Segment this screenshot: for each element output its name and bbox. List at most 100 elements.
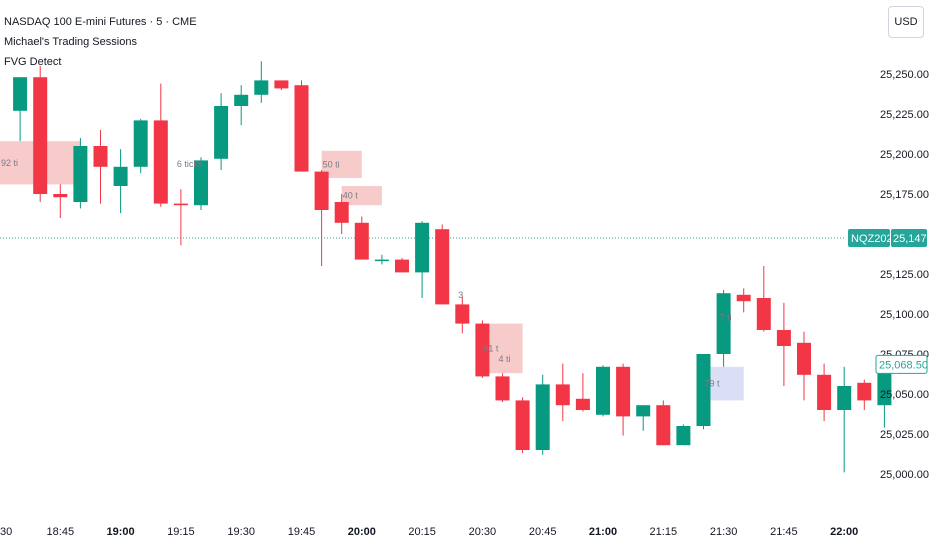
candle[interactable]	[696, 354, 711, 430]
price-tick-label: 25,250.00	[880, 69, 929, 81]
candle[interactable]	[334, 194, 349, 234]
candle[interactable]	[455, 296, 470, 334]
fvg-tick-label: 4 ti	[499, 354, 511, 364]
candle[interactable]	[435, 224, 450, 305]
candle[interactable]	[415, 221, 430, 298]
candle[interactable]	[857, 379, 872, 410]
candle-body	[254, 80, 269, 95]
candle[interactable]	[93, 130, 108, 204]
candle-body	[274, 80, 289, 89]
candle[interactable]	[776, 302, 791, 386]
candle[interactable]	[535, 374, 550, 455]
time-tick-label: 20:00	[348, 526, 376, 538]
time-axis[interactable]: 30 18:45 19:00 19:15 19:30 19:45 20:00 20:15 20:…	[0, 526, 858, 538]
candle-body	[113, 166, 128, 186]
candle-body	[13, 77, 28, 111]
chart-legend: NASDAQ 100 E-mini Futures · 5 · CME Mich…	[4, 12, 197, 72]
candle[interactable]	[153, 83, 168, 207]
candle-body	[656, 405, 671, 446]
fvg-zone-label: 50 ti	[323, 159, 340, 169]
candle[interactable]	[575, 373, 590, 412]
fvg-tick-label: 6 ticks	[177, 159, 203, 169]
candle-body	[817, 374, 832, 410]
candle-body	[33, 77, 48, 194]
candle[interactable]	[33, 66, 48, 202]
fvg-zone-label: 79 t	[705, 379, 721, 389]
candle[interactable]	[73, 138, 88, 209]
candle-body	[736, 294, 751, 302]
candle[interactable]	[596, 365, 610, 417]
candle-body	[153, 120, 168, 204]
candle[interactable]	[214, 93, 229, 170]
candle[interactable]	[515, 397, 530, 454]
fvg-zone-label: 40 t	[343, 191, 359, 201]
candle-body	[214, 106, 229, 159]
candle-body	[837, 386, 852, 410]
time-tick-label: 22:00	[830, 526, 858, 538]
candle[interactable]	[736, 288, 751, 313]
candle[interactable]	[113, 149, 128, 214]
fvg-tick-label: 3	[458, 290, 463, 300]
candle[interactable]	[254, 61, 269, 103]
candle[interactable]	[294, 80, 309, 172]
candle[interactable]	[676, 424, 691, 446]
candle[interactable]	[475, 320, 490, 378]
time-tick-label: 30	[0, 526, 12, 538]
candle[interactable]	[756, 266, 771, 332]
candle[interactable]	[354, 216, 369, 260]
candle-body	[636, 405, 651, 417]
candle[interactable]	[234, 85, 249, 126]
fvg-zone-label: 92 ti	[1, 158, 18, 168]
symbol-title[interactable]: NASDAQ 100 E-mini Futures · 5 · CME	[4, 16, 197, 28]
candle-body	[455, 304, 470, 324]
candle[interactable]	[274, 80, 289, 90]
candle[interactable]	[495, 373, 510, 402]
symbol-badge-text: NQZ2025	[851, 233, 899, 245]
candle[interactable]	[173, 189, 188, 246]
candle[interactable]	[374, 254, 389, 265]
candle[interactable]	[133, 118, 148, 174]
candle-body	[535, 384, 550, 450]
time-tick-label: 19:15	[167, 526, 195, 538]
candle-body	[173, 203, 188, 206]
candle-body	[495, 376, 510, 401]
price-tick-label: 25,200.00	[880, 149, 929, 161]
candle-body	[776, 330, 791, 346]
time-tick-label: 21:30	[710, 526, 738, 538]
candle-body	[415, 222, 430, 273]
candle[interactable]	[555, 363, 570, 422]
time-tick-label: 21:15	[650, 526, 678, 538]
candle[interactable]	[817, 363, 832, 422]
price-axis[interactable]: 25,250.00 25,225.00 25,200.00 25,175.00 25,1…	[848, 69, 932, 481]
last-price-badge	[875, 354, 928, 374]
candle[interactable]	[314, 170, 329, 266]
candle-body	[314, 171, 329, 210]
price-badge-text: 25,147.50	[893, 233, 932, 245]
candle[interactable]	[616, 363, 631, 436]
candle[interactable]	[53, 184, 68, 218]
indicator-sessions-label[interactable]: Michael's Trading Sessions	[4, 36, 137, 48]
candle-body	[133, 120, 148, 167]
candle-body	[294, 85, 309, 172]
time-tick-label: 18:45	[47, 526, 75, 538]
candle-body	[555, 384, 570, 406]
price-tick-label: 25,100.00	[880, 309, 929, 321]
indicator-fvg-label[interactable]: FVG Detect	[4, 56, 62, 68]
candle[interactable]	[636, 405, 651, 431]
price-tick-label: 25,050.00	[880, 389, 929, 401]
candle[interactable]	[797, 331, 811, 401]
candle[interactable]	[13, 77, 28, 142]
candle[interactable]	[716, 290, 731, 367]
time-tick-label: 21:45	[770, 526, 798, 538]
candle[interactable]	[837, 366, 852, 473]
price-tick-label: 25,000.00	[880, 469, 929, 481]
currency-button[interactable]: USD	[888, 6, 924, 38]
candle[interactable]	[395, 258, 409, 273]
price-tick-label: 25,025.00	[880, 429, 929, 441]
price-tick-label: 25,125.00	[880, 269, 929, 281]
fvg-labels-layer: 92 ti 50 ti 40 t 81 t 79 t 6 ticks 3 4 ti 7 ti	[1, 158, 732, 389]
candle[interactable]	[656, 400, 671, 446]
candle[interactable]	[194, 157, 208, 210]
time-tick-label: 21:00	[589, 526, 617, 538]
